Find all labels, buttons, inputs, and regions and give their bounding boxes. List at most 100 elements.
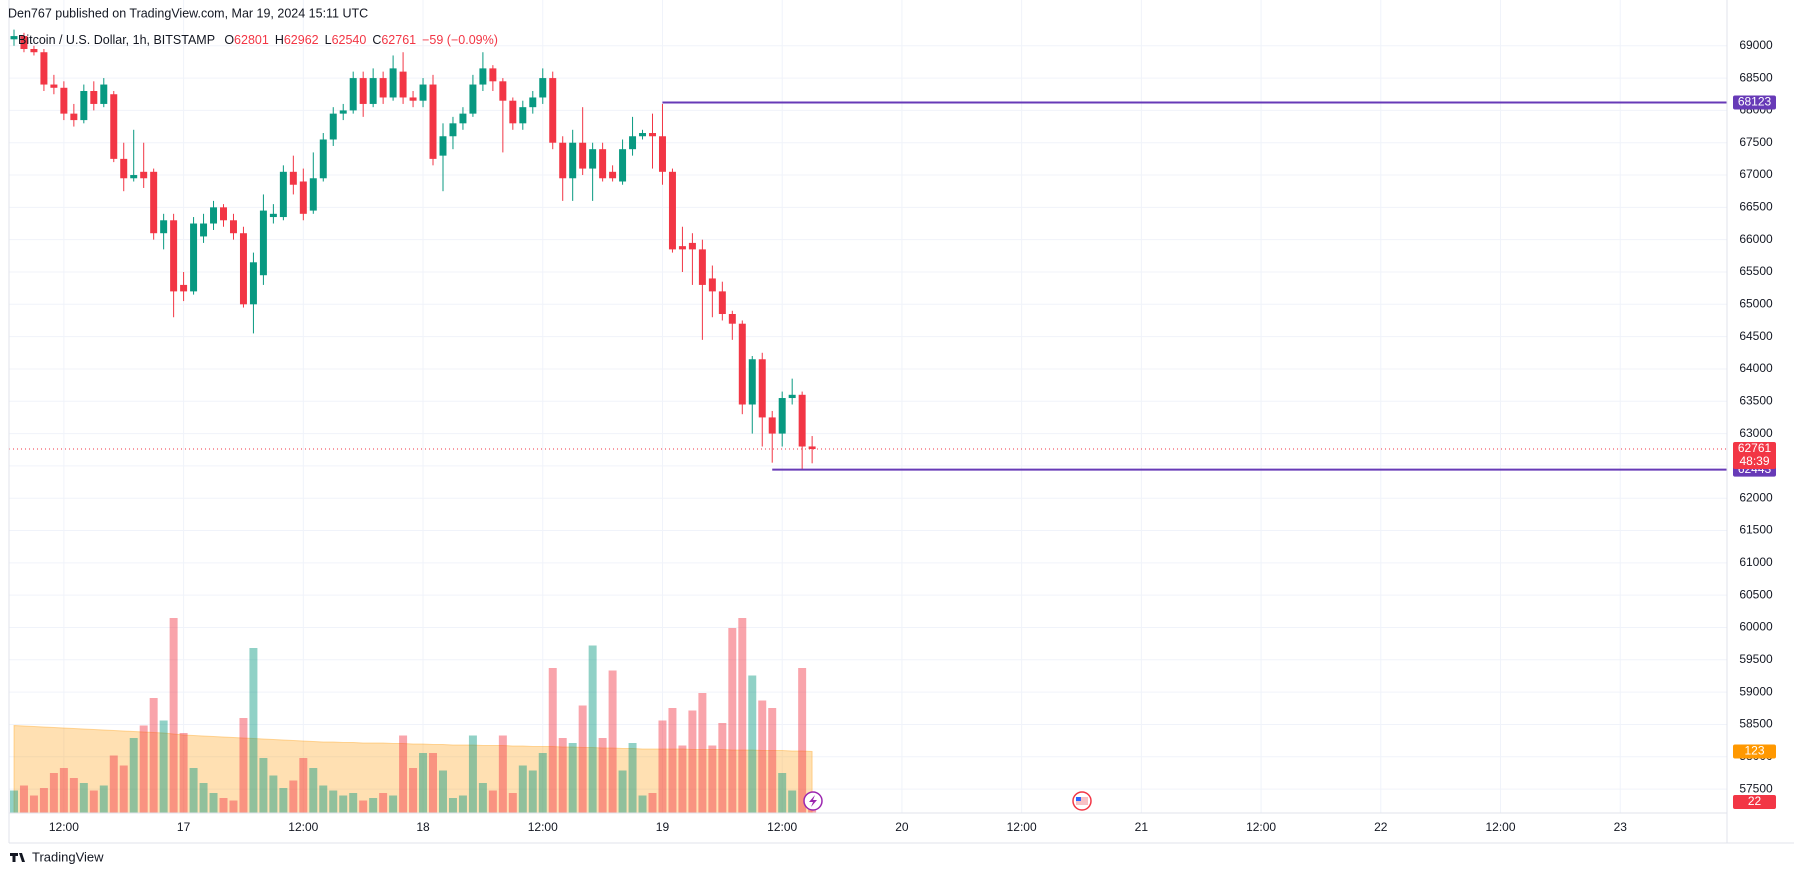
- flag-glyph: [1076, 797, 1088, 805]
- brand-logo[interactable]: TradingView: [10, 849, 104, 864]
- candle-body: [90, 91, 98, 104]
- volume-bar: [169, 618, 178, 813]
- candle-body: [569, 142, 577, 179]
- attribution: Den767 published on TradingView.com, Mar…: [8, 6, 368, 20]
- candle-body: [170, 220, 178, 292]
- ohlc-prefix: C: [372, 33, 381, 47]
- volume-bar: [219, 798, 228, 813]
- x-tick-label: 12:00: [1007, 820, 1037, 834]
- volume-bar: [209, 793, 218, 813]
- volume-bar: [698, 693, 707, 813]
- candle-body: [718, 291, 726, 315]
- volume-bar: [199, 783, 208, 813]
- volume-bar: [269, 775, 278, 813]
- volume-bar: [768, 708, 777, 813]
- candle-body: [798, 394, 806, 447]
- volume-bar: [339, 795, 348, 813]
- candle-body: [788, 394, 796, 399]
- candle-body: [629, 136, 637, 150]
- candle-body: [269, 213, 277, 218]
- volume-bar: [758, 700, 767, 813]
- candle-body: [349, 78, 357, 111]
- volume-bar: [379, 793, 388, 813]
- y-tick-label: 63500: [1739, 393, 1773, 407]
- x-tick-label: 17: [177, 820, 191, 834]
- volume-bar: [69, 778, 78, 813]
- volume-bar: [608, 670, 617, 813]
- volume-bar: [598, 738, 607, 813]
- candle-body: [738, 323, 746, 405]
- volume-bar: [728, 628, 737, 813]
- volume-bar: [618, 770, 627, 813]
- volume-badge: 22: [1748, 794, 1762, 808]
- ohlc-prefix: L: [325, 33, 332, 47]
- hline-badge-bg: [1733, 95, 1776, 110]
- volume-bar: [668, 708, 677, 813]
- candle-body: [678, 246, 686, 250]
- volume-bar: [89, 790, 98, 813]
- volume-pane: [9, 618, 817, 814]
- volume-bar: [528, 770, 537, 813]
- candle-body: [249, 262, 257, 305]
- volume-bar: [299, 758, 308, 813]
- x-tick-label: 20: [895, 820, 909, 834]
- volume-bar: [309, 768, 318, 813]
- volume-bar: [648, 793, 657, 813]
- candle-body: [379, 78, 387, 98]
- candle-body: [429, 84, 437, 159]
- candle-body: [70, 113, 78, 121]
- ohlc-prefix: O: [224, 33, 234, 47]
- candle-body: [120, 158, 128, 179]
- volume-bar: [149, 698, 158, 813]
- volume-bar: [49, 773, 58, 813]
- candle-body: [479, 68, 487, 85]
- candle-body: [439, 136, 447, 156]
- volume-bar: [568, 743, 577, 813]
- volume-ma-badge-bg: [1733, 744, 1776, 759]
- candle-body: [698, 249, 706, 285]
- candle-body: [329, 113, 337, 140]
- y-tick-label: 61500: [1739, 523, 1773, 537]
- volume-bar: [109, 755, 118, 813]
- volume-badge-bg: [1733, 795, 1776, 809]
- volume-bar: [538, 753, 547, 813]
- candle-body: [200, 223, 208, 237]
- volume-bar: [688, 710, 697, 813]
- candle-body: [758, 359, 766, 418]
- candle-body: [150, 171, 158, 234]
- candle-body: [210, 207, 218, 224]
- last-price-badge: 62761: [1738, 441, 1772, 455]
- candle-body: [100, 84, 108, 104]
- volume-ma-area: [13, 724, 813, 814]
- volume-bar: [488, 790, 497, 813]
- candle-body: [609, 171, 617, 179]
- volume-ma-badge: 123: [1744, 744, 1764, 758]
- volume-bar: [778, 773, 787, 813]
- candle-body: [688, 242, 696, 250]
- y-tick-label: 64000: [1739, 361, 1773, 375]
- x-tick-label: 23: [1614, 820, 1628, 834]
- candle-body: [649, 133, 656, 137]
- candle-body: [519, 107, 527, 124]
- candle-body: [339, 110, 347, 114]
- volume-bar: [9, 790, 18, 813]
- volume-bar: [249, 648, 258, 813]
- y-tick-label: 61000: [1739, 555, 1773, 569]
- y-tick-label: 59000: [1739, 684, 1773, 698]
- volume-bar: [19, 785, 28, 813]
- lightning-glyph: [809, 795, 817, 807]
- volume-bar: [279, 788, 288, 813]
- ohlc-value: 62801: [234, 33, 269, 47]
- volume-bar: [289, 780, 298, 813]
- volume-bar: [159, 720, 168, 813]
- y-tick-label: 60500: [1739, 587, 1773, 601]
- candle-body: [299, 181, 307, 214]
- candle-body: [748, 359, 756, 405]
- countdown: 48:39: [1739, 454, 1769, 468]
- brand-name: TradingView: [32, 849, 104, 864]
- x-tick-label: 12:00: [528, 820, 558, 834]
- volume-bar: [718, 723, 727, 813]
- candle-body: [579, 142, 587, 169]
